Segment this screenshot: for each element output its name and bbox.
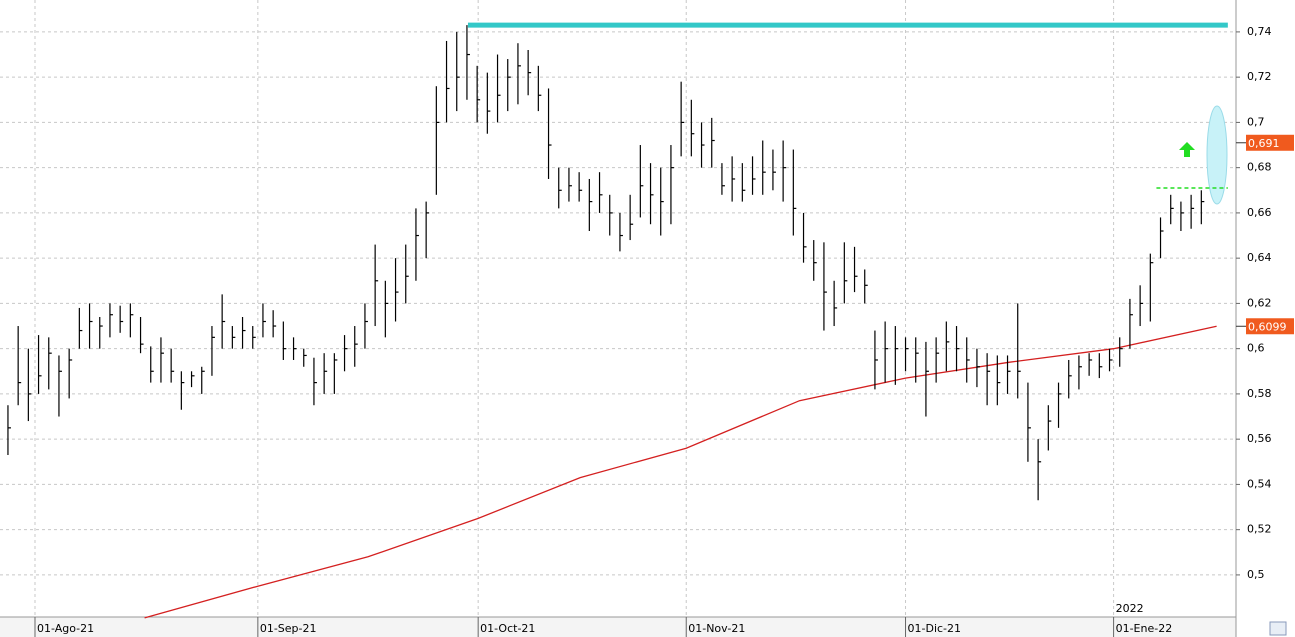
- plot: [7, 25, 1217, 619]
- price-label: 0,691: [1248, 137, 1280, 150]
- price-label-box: [1246, 134, 1294, 151]
- y-tick-label: 0,58: [1247, 387, 1272, 400]
- y-tick-label: 0,56: [1247, 432, 1272, 445]
- y-tick-label: 0,66: [1247, 206, 1272, 219]
- highlight-ellipse: [1206, 105, 1228, 205]
- x-tick-label: 01-Sep-21: [260, 622, 317, 635]
- x-tick-label: 01-Nov-21: [688, 622, 745, 635]
- corner-icon[interactable]: [1269, 621, 1287, 636]
- y-tick-label: 0,52: [1247, 523, 1272, 536]
- x-tick-label: 01-Dic-21: [908, 622, 962, 635]
- y-tick-label: 0,74: [1247, 25, 1272, 38]
- price-label: 0,6099: [1248, 320, 1287, 333]
- y-tick-label: 0,5: [1247, 568, 1265, 581]
- y-tick-label: 0,54: [1247, 477, 1272, 490]
- y-tick-label: 0,6: [1247, 342, 1265, 355]
- y-tick-label: 0,7: [1247, 115, 1265, 128]
- x-tick-label: 01-Ene-22: [1116, 622, 1173, 635]
- y-tick-label: 0,72: [1247, 70, 1272, 83]
- x-axis-band: [0, 617, 1236, 637]
- y-tick-label: 0,68: [1247, 161, 1272, 174]
- x-tick-label: 01-Ago-21: [37, 622, 94, 635]
- x-tick-label: 01-Oct-21: [480, 622, 535, 635]
- year-label: 2022: [1116, 602, 1144, 615]
- overlay: 0,691 0,6099: [467, 22, 1294, 335]
- price-label-box: [1246, 318, 1294, 335]
- up-arrow: [1179, 142, 1195, 157]
- y-tick-label: 0,62: [1247, 296, 1272, 309]
- y-tick-label: 0,64: [1247, 251, 1272, 264]
- moving-average: [144, 325, 1217, 619]
